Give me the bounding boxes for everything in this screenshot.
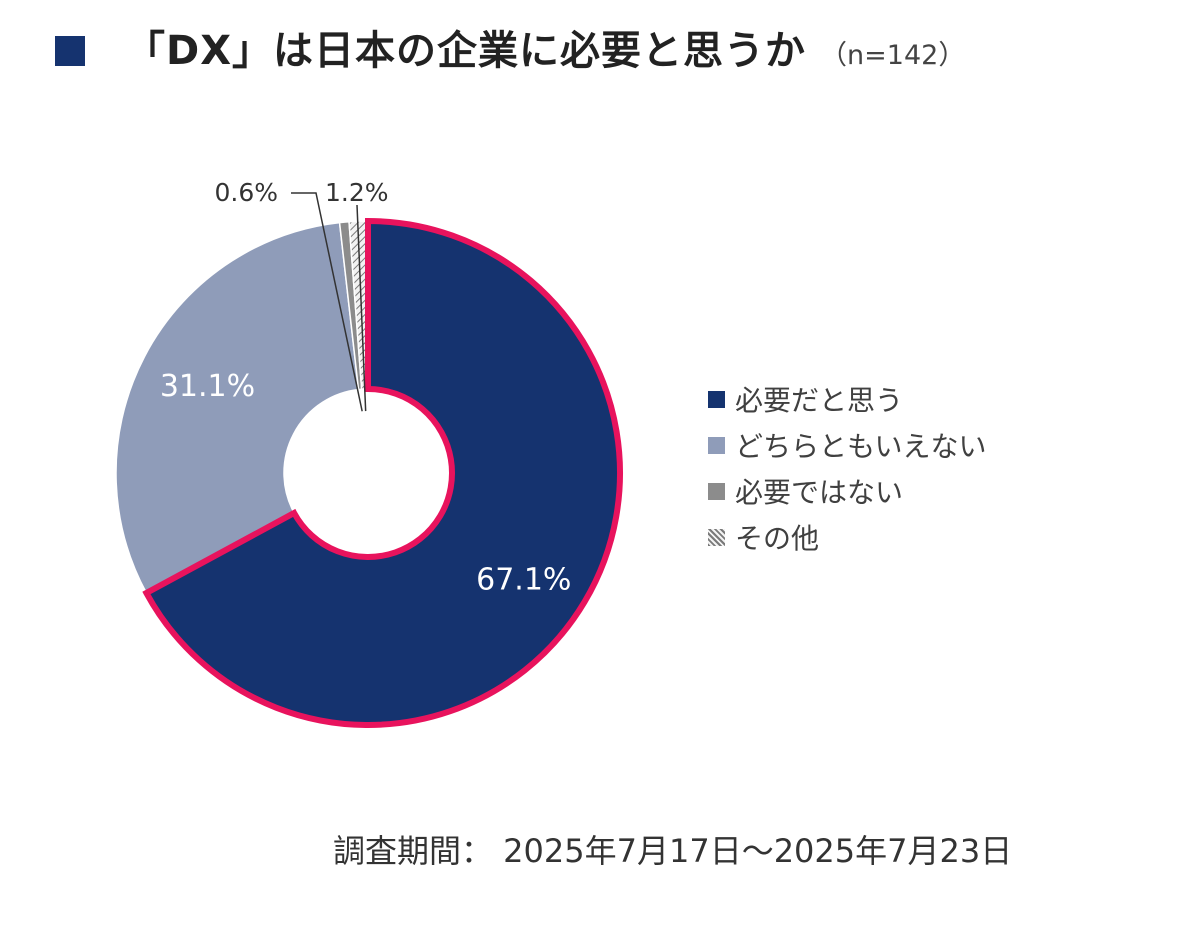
legend-swatch — [708, 436, 725, 454]
legend-label: どちらともいえない — [735, 430, 987, 463]
legend: 必要だと思う どちらともいえない 必要ではない その他 — [708, 378, 986, 558]
title-square-marker — [55, 36, 85, 66]
legend-swatch — [708, 390, 725, 408]
legend-swatch — [708, 482, 725, 500]
leader-line — [291, 192, 363, 412]
leader-line — [356, 204, 367, 412]
sample-size-label: （n=142） — [820, 40, 966, 71]
survey-period: 調査期間： 2025年7月17日～2025年7月23日 — [333, 832, 1013, 870]
title-text: 「DX」は日本の企業に必要と思うか — [125, 28, 807, 74]
data-label: 31.1% — [160, 369, 255, 404]
legend-item: 必要だと思う — [708, 378, 986, 420]
legend-swatch — [708, 528, 725, 546]
legend-label: その他 — [735, 522, 820, 555]
data-label: 67.1% — [476, 563, 571, 598]
chart-title: 「DX」は日本の企業に必要と思うか （n=142） — [55, 18, 965, 76]
legend-label: 必要ではない — [735, 476, 904, 509]
highlight-outline — [142, 217, 623, 728]
legend-item: 必要ではない — [708, 470, 986, 512]
legend-item: その他 — [708, 516, 986, 558]
legend-label: 必要だと思う — [735, 384, 904, 417]
data-label: 1.2% — [325, 178, 389, 207]
pie-slice — [115, 221, 360, 595]
data-label: 0.6% — [214, 178, 278, 207]
legend-item: どちらともいえない — [708, 424, 986, 466]
